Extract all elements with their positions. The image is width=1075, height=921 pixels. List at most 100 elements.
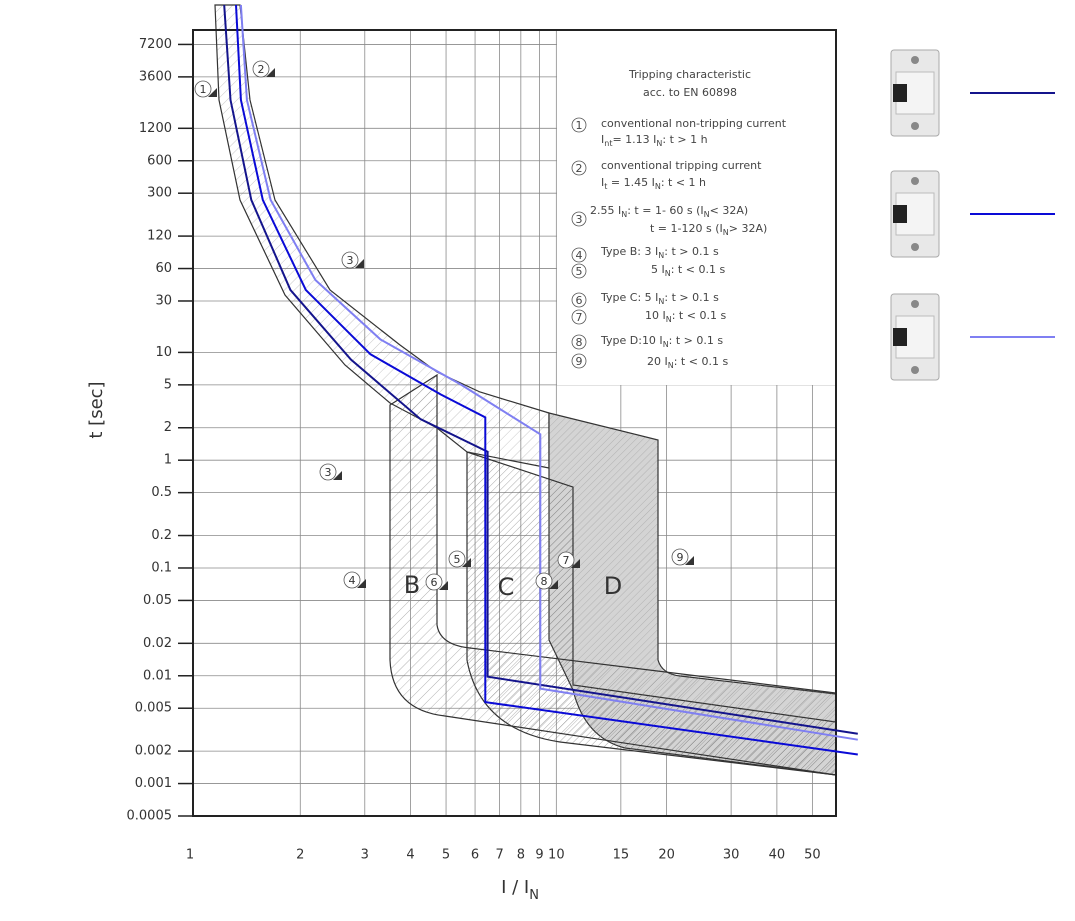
info-num-circle — [571, 353, 587, 369]
marker-label: 3 — [347, 254, 354, 267]
x-axis-label: I / IN — [501, 877, 539, 903]
x-axis-label-main: I / I — [501, 877, 529, 898]
info-num: 8 — [576, 336, 583, 349]
info-num-circle — [571, 263, 587, 279]
info-subscript: nt — [604, 139, 612, 148]
info-num: 2 — [576, 162, 583, 175]
info-line: Type B: 3 IN: t > 0.1 s — [600, 245, 719, 260]
marker-circle — [341, 251, 359, 269]
marker-label: 7 — [563, 554, 570, 567]
marker-circle — [194, 80, 212, 98]
info-text: conventional non-tripping current — [601, 117, 787, 130]
info-line: 2.55 IN: t = 1- 60 s (IN< 32A) — [590, 204, 748, 219]
y-tick-label: 0.2 — [151, 528, 172, 543]
info-num-circle — [571, 292, 587, 308]
info-num: 5 — [576, 265, 583, 278]
x-tick-label: 3 — [361, 848, 369, 863]
x-tick-label: 2 — [296, 848, 304, 863]
info-num: 4 — [576, 249, 583, 262]
x-tick-label: 30 — [723, 848, 740, 863]
legend-icon-screw — [911, 300, 919, 308]
y-tick-label: 0.5 — [151, 485, 172, 500]
marker-label: 6 — [431, 576, 438, 589]
info-line: 5 IN: t < 0.1 s — [651, 263, 725, 278]
y-tick-label: 3600 — [139, 69, 172, 84]
info-num: 6 — [576, 294, 583, 307]
marker-flag — [439, 581, 448, 590]
y-tick-label: 300 — [147, 186, 172, 201]
info-text: 10 I — [645, 309, 666, 322]
y-tick-label: 0.005 — [135, 701, 172, 716]
y-tick-label: 600 — [147, 153, 172, 168]
info-num: 9 — [576, 355, 583, 368]
legend-icon-toggle — [893, 328, 907, 346]
info-text: = 1.45 I — [607, 176, 654, 189]
info-text: > 32A) — [729, 222, 768, 235]
info-box — [557, 31, 835, 385]
y-tick-label: 30 — [155, 293, 172, 308]
info-subscript: N — [621, 210, 627, 219]
info-subscript: N — [663, 340, 669, 349]
marker-flag — [355, 259, 364, 268]
info-num-circle — [571, 247, 587, 263]
info-text: Type C: 5 I — [600, 291, 658, 304]
legend-icon-screw — [911, 177, 919, 185]
info-text: Type D:10 I — [600, 334, 663, 347]
legend-item — [890, 49, 1055, 137]
series-line — [239, 4, 858, 741]
legend-icon-face — [895, 192, 935, 236]
marker-flag — [208, 88, 217, 97]
info-text: : t = 1- 60 s (I — [627, 204, 703, 217]
info-num-circle — [571, 334, 587, 350]
x-tick-label: 9 — [535, 848, 543, 863]
info-text: Type B: 3 I — [600, 245, 658, 258]
y-tick-label: 10 — [155, 345, 172, 360]
x-tick-label: 5 — [442, 848, 450, 863]
info-line: 20 IN: t < 0.1 s — [647, 355, 728, 370]
band-label: B — [404, 571, 420, 599]
plot-frame — [192, 29, 837, 817]
marker-label: 2 — [258, 63, 265, 76]
y-tick-label: 0.002 — [135, 744, 172, 759]
info-text: : t < 0.1 s — [671, 263, 726, 276]
x-tick-label: 6 — [471, 848, 479, 863]
marker-circle — [557, 551, 575, 569]
info-num-circle — [571, 309, 587, 325]
marker-circle — [448, 550, 466, 568]
marker-label: 8 — [541, 575, 548, 588]
marker-circle — [252, 60, 270, 78]
info-text: conventional tripping current — [601, 159, 762, 172]
series-line — [235, 4, 858, 756]
bands — [214, 4, 837, 776]
x-tick-label: 10 — [548, 848, 565, 863]
info-line: Type D:10 IN: t > 0.1 s — [600, 334, 723, 349]
info-text: 20 I — [647, 355, 668, 368]
x-tick-label: 7 — [495, 848, 503, 863]
marker-flag — [333, 471, 342, 480]
info-line: Type C: 5 IN: t > 0.1 s — [600, 291, 719, 306]
marker-label: 5 — [454, 553, 461, 566]
y-tick-label: 1 — [164, 453, 172, 468]
marker-circle — [319, 463, 337, 481]
marker-label: 4 — [349, 574, 356, 587]
y-tick-label: 0.001 — [135, 776, 172, 791]
marker-circle — [343, 571, 361, 589]
info-subscript: N — [665, 269, 671, 278]
info-num: 3 — [576, 213, 583, 226]
info-text: 2.55 I — [590, 204, 621, 217]
x-tick-label: 40 — [769, 848, 786, 863]
info-text: 5 I — [651, 263, 665, 276]
legend-icon-toggle — [893, 84, 907, 102]
info-subscript: N — [655, 182, 661, 191]
marker-flag — [685, 556, 694, 565]
info-text: I — [601, 133, 604, 146]
info-text: I — [601, 176, 604, 189]
legend-icon-toggle — [893, 205, 907, 223]
series-layer — [223, 4, 858, 756]
info-subscript: N — [656, 139, 662, 148]
info-subscript: N — [704, 210, 710, 219]
y-tick-label: 5 — [164, 377, 172, 392]
marker-label: 3 — [325, 466, 332, 479]
